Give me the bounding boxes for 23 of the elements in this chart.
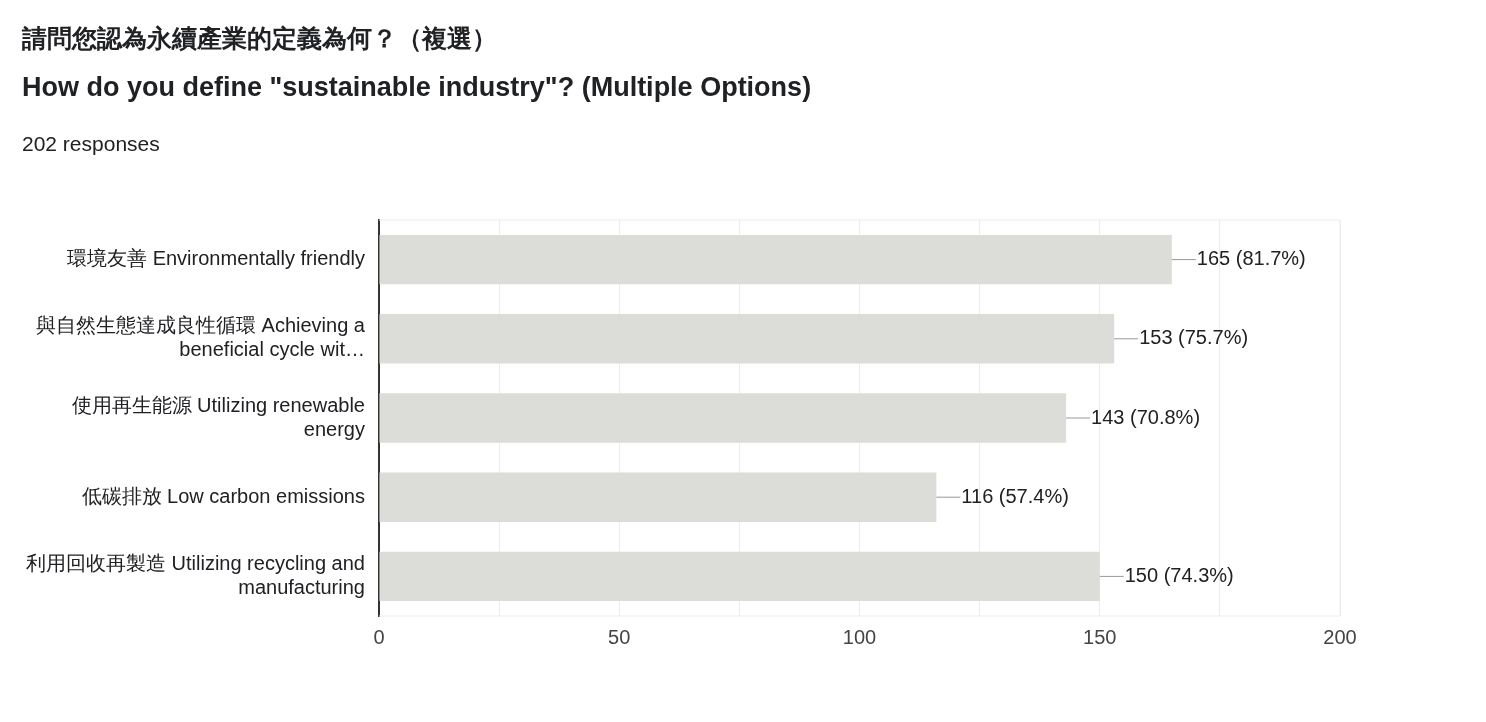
bar bbox=[379, 393, 1067, 443]
x-tick-label: 50 bbox=[608, 625, 631, 648]
data-label: 150 (74.3%) bbox=[1124, 563, 1234, 586]
y-tick-label: 低碳排放 Low carbon emissions bbox=[81, 484, 365, 507]
chart-subtitle: How do you define "sustainable industry"? (Multiple Options) bbox=[22, 72, 812, 103]
bar bbox=[379, 234, 1172, 285]
chart-title: 請問您認為永續產業的定義為何？（複選） bbox=[22, 23, 497, 54]
data-label: 143 (70.8%) bbox=[1091, 405, 1201, 428]
x-tick-label: 0 bbox=[373, 625, 385, 648]
bar bbox=[379, 472, 937, 522]
data-label: 165 (81.7%) bbox=[1196, 247, 1306, 270]
y-tick-label: 使用再生能源 Utilizing renewable energy bbox=[71, 393, 365, 440]
data-label: 116 (57.4%) bbox=[961, 484, 1069, 507]
text: 202 responses bbox=[22, 132, 160, 156]
y-tick-label: 環境友善 Environmentally friendly bbox=[67, 247, 365, 270]
data-label: 153 (75.7%) bbox=[1139, 326, 1249, 349]
x-tick-label: 150 bbox=[1083, 625, 1117, 648]
bar bbox=[379, 551, 1100, 602]
x-tick-label: 200 bbox=[1323, 625, 1357, 648]
y-tick-label: 利用回收再製造 Utilizing recycling and manufacturing bbox=[25, 551, 365, 598]
bar bbox=[379, 314, 1115, 364]
y-tick-label: 與自然生態達成良性循環 Achieving a beneficial cycle wit… bbox=[36, 314, 366, 361]
x-tick-label: 100 bbox=[842, 625, 877, 648]
